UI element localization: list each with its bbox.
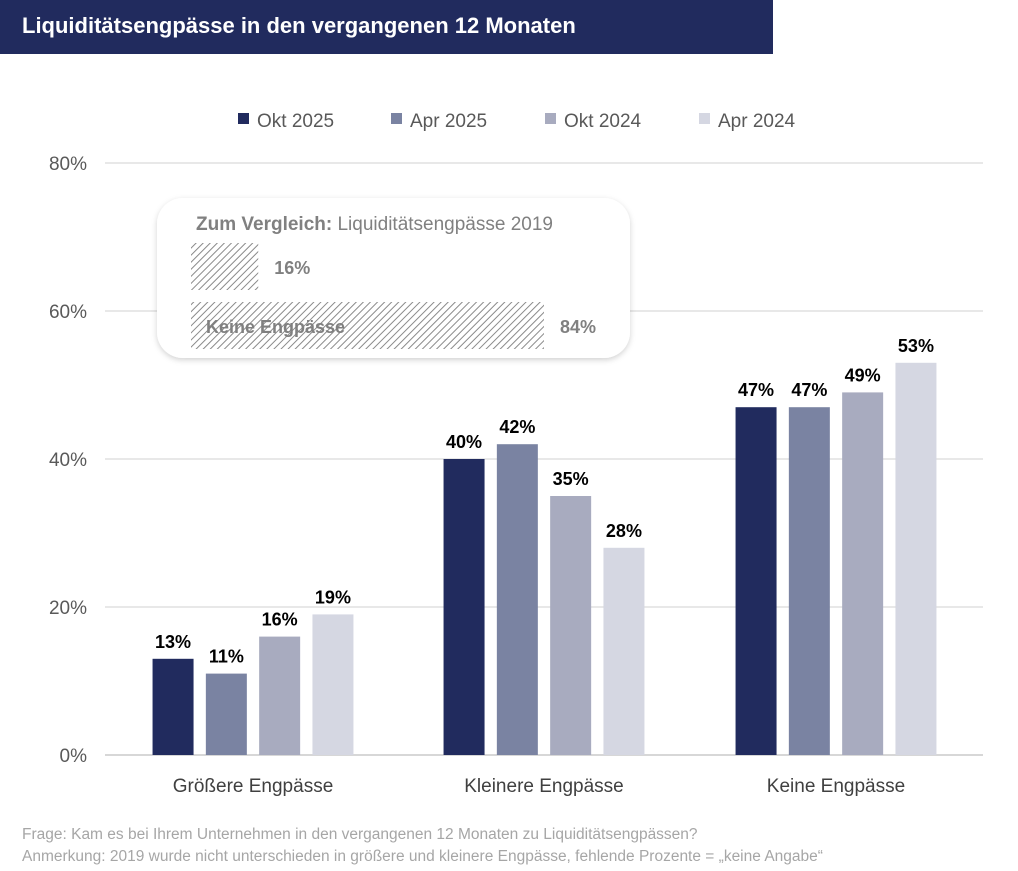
y-tick-label: 60%	[49, 302, 87, 323]
bar	[259, 636, 301, 755]
bar	[205, 673, 247, 755]
legend-swatch	[699, 113, 710, 124]
data-label: 28%	[606, 521, 642, 541]
data-label: 11%	[209, 647, 244, 667]
footnote-note: Anmerkung: 2019 wurde nicht unterschiede…	[22, 848, 823, 865]
footnote-question: Frage: Kam es bei Ihrem Unternehmen in d…	[22, 826, 698, 843]
y-tick-label: 80%	[49, 154, 87, 175]
bar	[443, 459, 485, 755]
legend-label: Okt 2024	[564, 111, 642, 132]
comparison-2019-box: Zum Vergleich: Liquiditätsengpässe 2019 …	[157, 198, 630, 358]
x-category-label: Kleinere Engpässe	[464, 776, 624, 797]
comparison-heading: Zum Vergleich: Liquiditätsengpässe 2019	[196, 214, 553, 235]
data-label: 40%	[446, 432, 482, 452]
comparison-bar	[191, 302, 544, 349]
bar	[496, 444, 538, 755]
y-tick-label: 20%	[49, 598, 87, 619]
bar	[312, 614, 354, 755]
y-tick-label: 40%	[49, 450, 87, 471]
legend-label: Apr 2025	[410, 111, 487, 132]
data-label: 35%	[553, 469, 589, 489]
bar	[735, 407, 777, 755]
bar	[842, 392, 884, 755]
comparison-bar	[191, 243, 259, 290]
legend-label: Apr 2024	[718, 111, 796, 132]
bar	[152, 658, 194, 755]
legend-swatch	[238, 113, 249, 124]
comparison-bar-label: Keine Engpässe	[206, 317, 345, 337]
data-label: 19%	[315, 587, 351, 607]
data-label: 47%	[738, 380, 774, 400]
bar	[550, 496, 592, 755]
bar	[603, 547, 645, 755]
legend-label: Okt 2025	[257, 111, 334, 132]
title-bar: Liquiditätsengpässe in den vergangenen 1…	[0, 0, 773, 54]
data-label: 49%	[845, 365, 881, 385]
legend-swatch	[391, 113, 402, 124]
comparison-value-label: 16%	[274, 258, 310, 278]
data-label: 42%	[499, 417, 535, 437]
x-category-label: Größere Engpässe	[173, 776, 334, 797]
y-tick-label: 0%	[60, 746, 88, 767]
bar	[788, 407, 830, 755]
data-label: 13%	[155, 632, 191, 652]
bar	[895, 362, 937, 755]
data-label: 16%	[262, 610, 298, 630]
data-label: 53%	[898, 336, 934, 356]
comparison-value-label: 84%	[560, 317, 596, 337]
x-category-label: Keine Engpässe	[767, 776, 905, 797]
legend-swatch	[545, 113, 556, 124]
chart-title: Liquiditätsengpässe in den vergangenen 1…	[22, 13, 576, 38]
data-label: 47%	[791, 380, 827, 400]
